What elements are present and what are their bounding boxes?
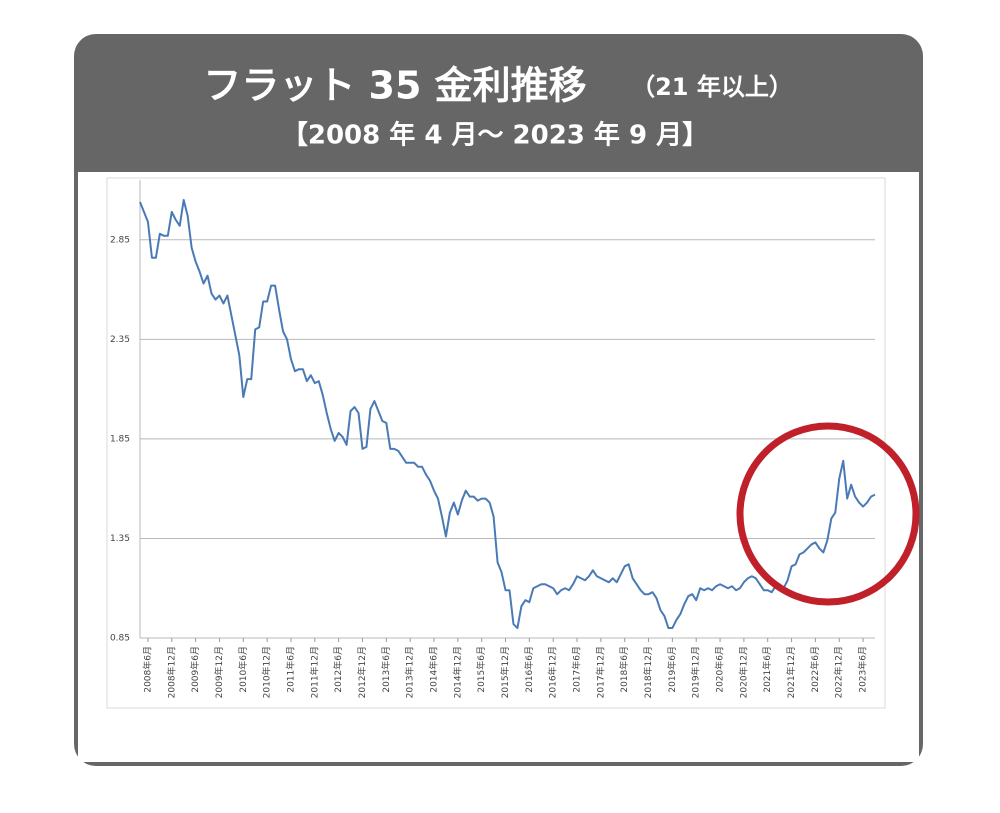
x-tick-label: 2012年6月 xyxy=(332,646,344,693)
x-tick-label: 2019年12月 xyxy=(690,646,702,698)
chart-subtitle: 【2008 年 4 月～ 2023 年 9 月】 xyxy=(282,120,708,151)
x-tick-label: 2015年12月 xyxy=(499,646,511,698)
x-tick-label: 2014年12月 xyxy=(451,646,463,698)
x-tick-label: 2010年6月 xyxy=(237,646,249,693)
x-tick-label: 2022年12月 xyxy=(833,646,845,698)
x-tick-label: 2020年6月 xyxy=(714,646,726,693)
x-tick-label: 2009年12月 xyxy=(213,646,225,698)
x-tick-label: 2016年12月 xyxy=(547,646,559,698)
x-tick-label: 2008年6月 xyxy=(141,646,153,693)
y-tick-label: 2.35 xyxy=(110,335,130,345)
x-tick-label: 2012年12月 xyxy=(356,646,368,698)
x-tick-label: 2017年6月 xyxy=(571,646,583,693)
x-tick-label: 2023年6月 xyxy=(857,646,869,693)
x-tick-label: 2011年6月 xyxy=(284,646,296,693)
x-tick-label: 2008年12月 xyxy=(165,646,177,698)
x-tick-label: 2011年12月 xyxy=(308,646,320,698)
highlight-circle xyxy=(736,422,920,606)
x-tick-label: 2022年6月 xyxy=(809,646,821,693)
x-tick-label: 2013年6月 xyxy=(380,646,392,693)
x-tick-label: 2010年12月 xyxy=(261,646,273,698)
plot: 0.85 1.35 1.85 2.35 2.85 2008年6月 2008年12月 2009年… xyxy=(110,180,876,698)
x-tick-label: 2019年6月 xyxy=(666,646,678,693)
line xyxy=(139,198,876,630)
plot-frame xyxy=(106,177,886,709)
x-tick-label: 2014年6月 xyxy=(428,646,440,693)
x-tick-label: 2021年6月 xyxy=(761,646,773,693)
x-tick-label: 2013年12月 xyxy=(404,646,416,698)
y-tick-label: 1.35 xyxy=(110,534,130,544)
chart-title: フラット 35 金利推移 xyxy=(203,64,586,108)
x-tick-label: 2021年12月 xyxy=(785,646,797,698)
x-tick-label: 2016年6月 xyxy=(523,646,535,693)
title-note: （21 年以上） xyxy=(631,73,793,101)
x-tick-label: 2009年6月 xyxy=(189,646,201,693)
x-tick-label: 2015年6月 xyxy=(475,646,487,693)
x-tick-label: 2018年12月 xyxy=(642,646,654,698)
x-tick-label: 2020年12月 xyxy=(737,646,749,698)
y-tick-label: 2.85 xyxy=(110,235,130,245)
y-tick-label: 0.85 xyxy=(110,634,130,644)
x-tick-label: 2017年12月 xyxy=(594,646,606,698)
x-tick-label: 2018年6月 xyxy=(618,646,630,693)
y-tick-label: 1.85 xyxy=(110,434,130,444)
